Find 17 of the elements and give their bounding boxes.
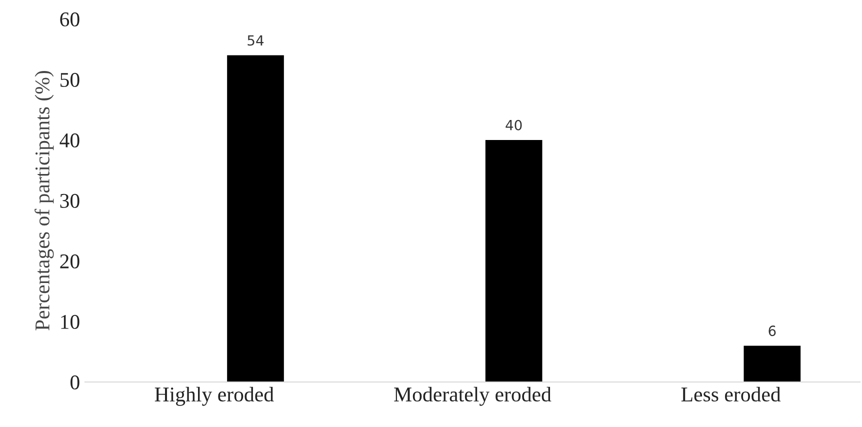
y-tick-label: 30 (60, 194, 80, 208)
x-tick-label: Less eroded (681, 386, 781, 402)
y-tick-label: 40 (60, 133, 80, 148)
bar (227, 55, 284, 382)
bar (485, 140, 542, 382)
data-label: 6 (768, 326, 776, 336)
x-tick-label: Moderately eroded (394, 386, 552, 406)
y-tick-label: 10 (61, 314, 80, 329)
y-tick-label: 20 (60, 254, 80, 268)
y-tick-label: 60 (60, 12, 80, 26)
y-tick-label: 0 (70, 375, 80, 390)
data-label: 40 (506, 120, 522, 130)
x-tick-label: Highly eroded (154, 386, 274, 406)
y-axis-title: Percentages of participants (%) (34, 70, 54, 330)
data-label: 54 (248, 35, 264, 46)
bar (744, 346, 801, 382)
y-tick-label: 50 (60, 72, 80, 87)
